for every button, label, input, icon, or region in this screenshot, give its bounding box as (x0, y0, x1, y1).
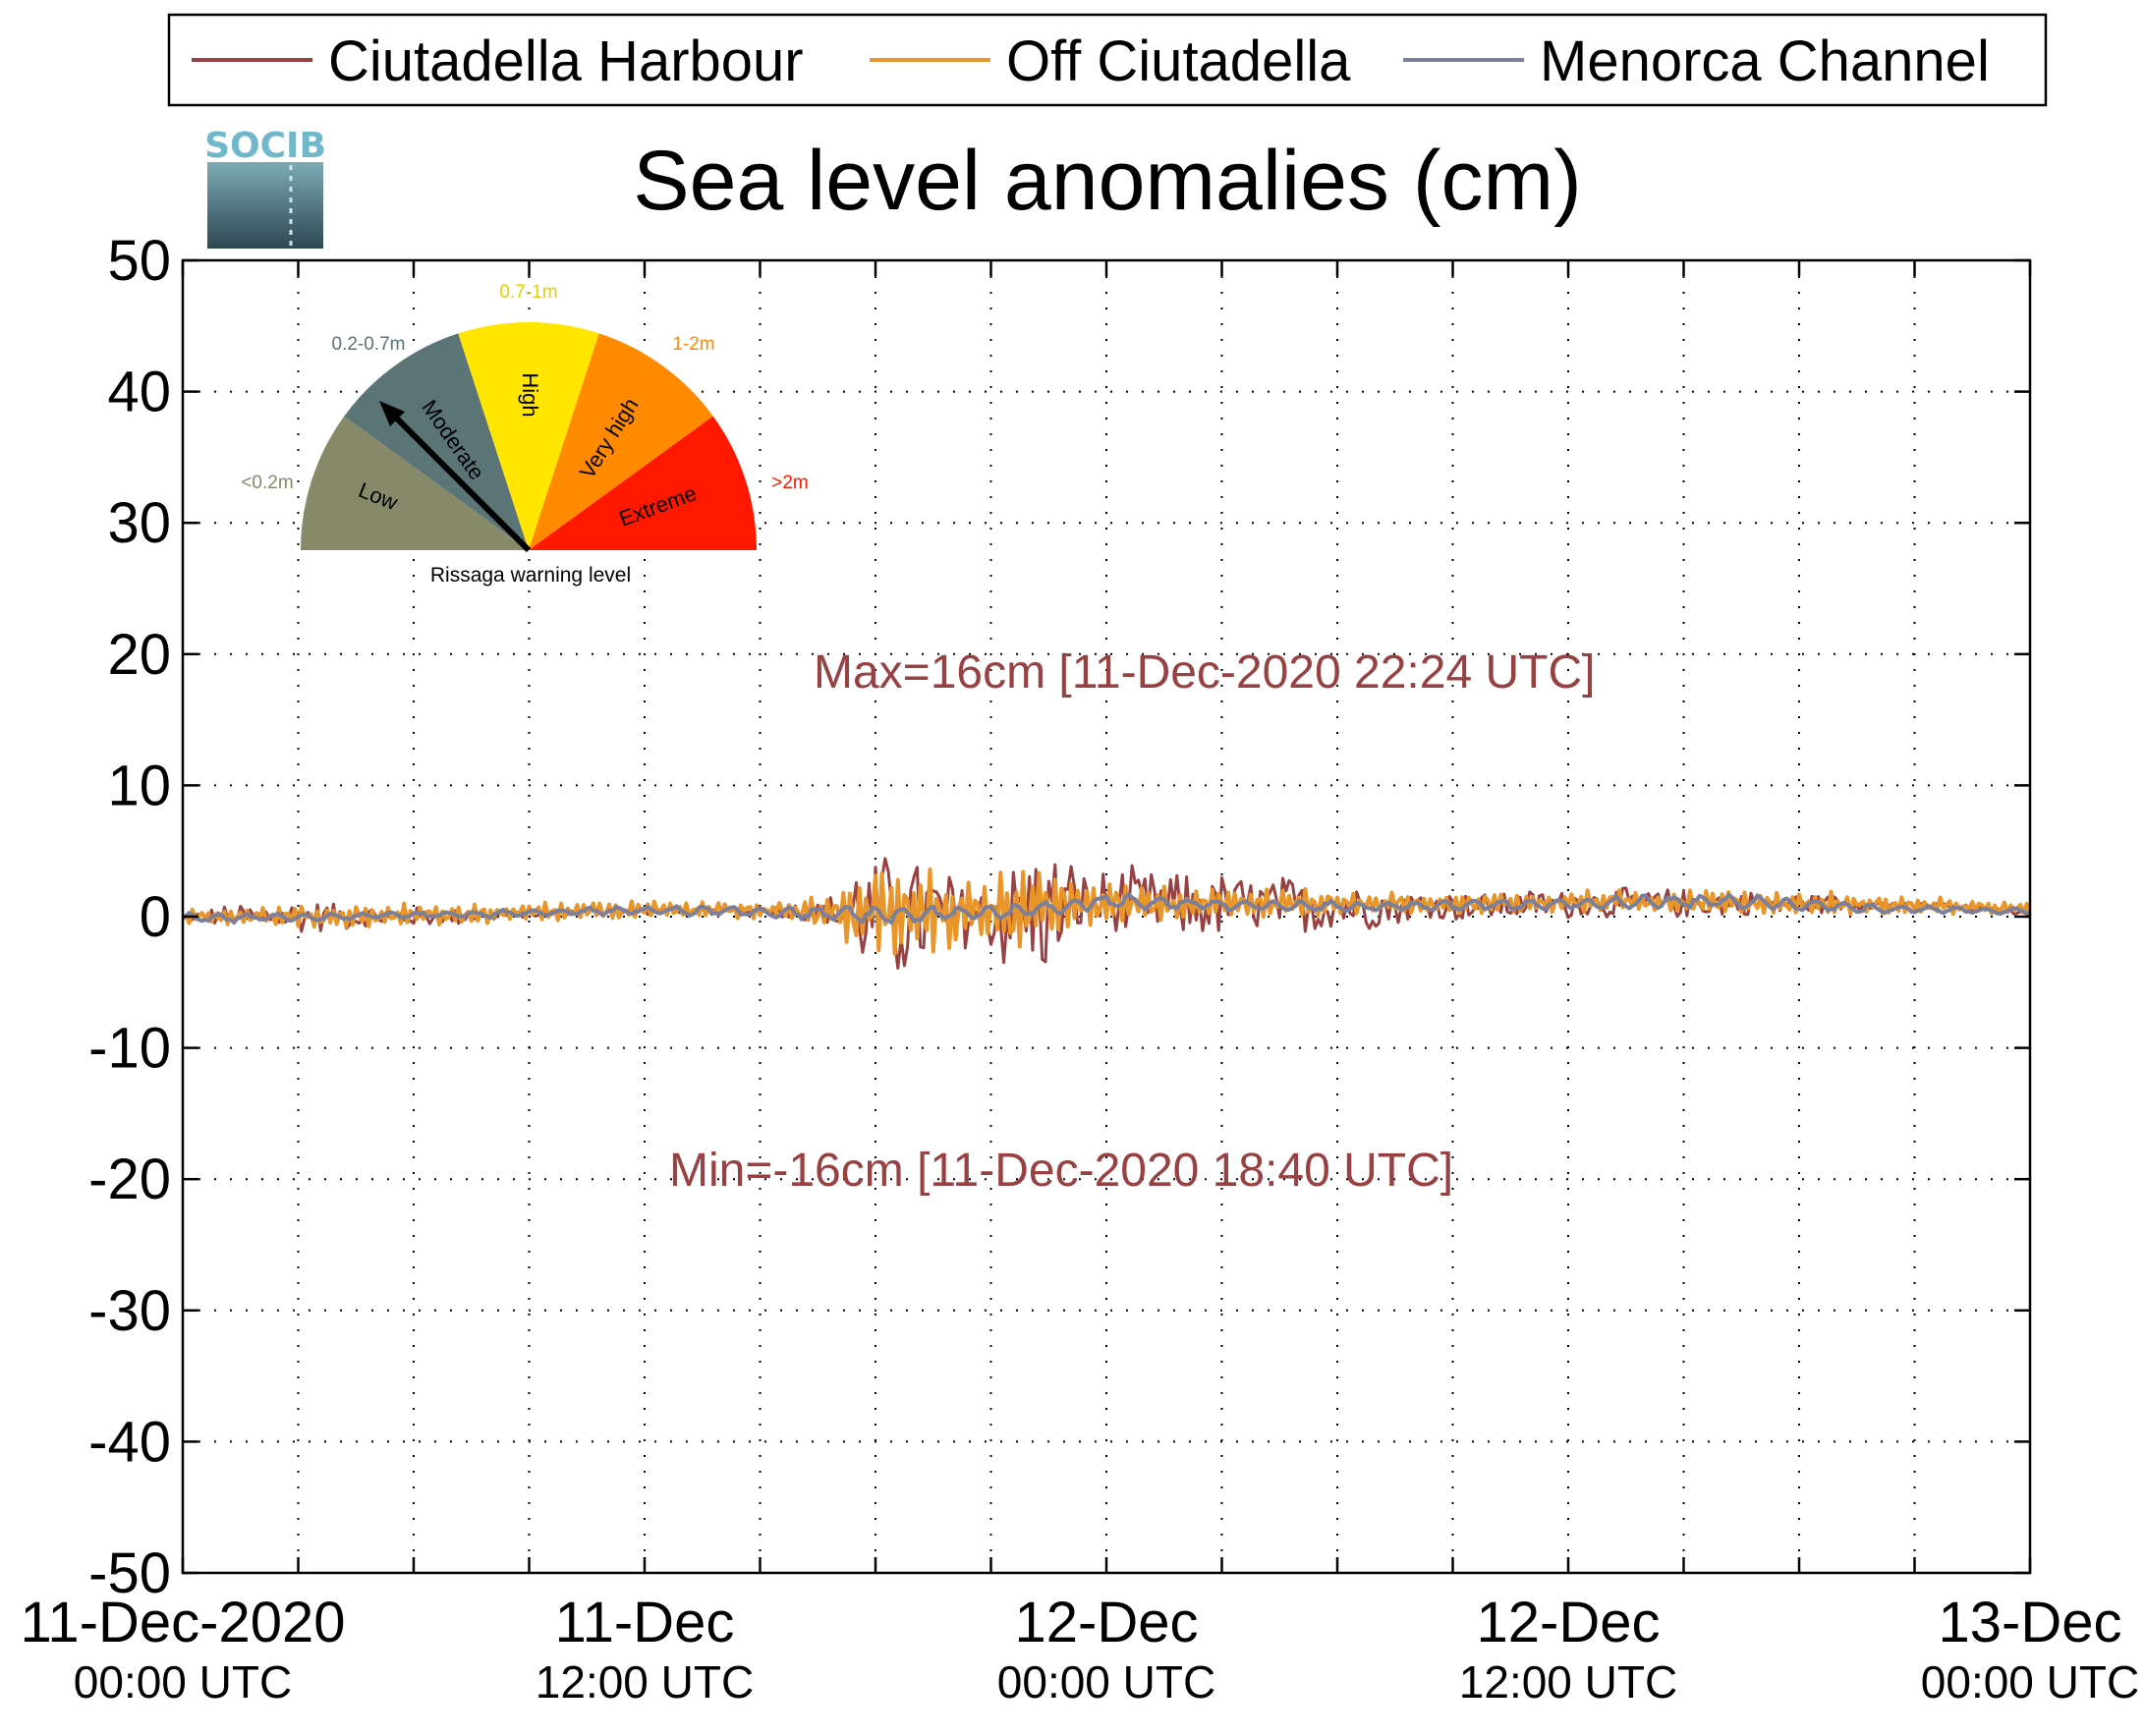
gauge-label-high: High (518, 372, 542, 417)
x-tick-label-date: 12-Dec (1477, 1591, 1661, 1654)
legend-label-ciutadella-harbour: Ciutadella Harbour (328, 29, 804, 93)
y-tick-label: 30 (107, 491, 171, 555)
y-tick-label: 10 (107, 754, 171, 817)
x-tick-label-date: 11-Dec-2020 (20, 1591, 345, 1654)
gauge-caption: Rissaga warning level (430, 564, 631, 587)
legend-entry-off-ciutadella: Off Ciutadella (870, 29, 1351, 93)
x-tick-label-date: 13-Dec (1939, 1591, 2122, 1654)
gauge-pointer (386, 408, 532, 553)
gauge-range-low: <0.2m (241, 473, 293, 493)
x-tick-label-time: 12:00 UTC (536, 1656, 754, 1708)
y-tick-label: 0 (140, 885, 171, 949)
legend-entry-menorca-channel: Menorca Channel (1403, 29, 1990, 93)
x-tick-label-date: 12-Dec (1015, 1591, 1199, 1654)
gauge-pointer-head (379, 401, 405, 426)
y-tick-label: -50 (88, 1541, 171, 1605)
legend-label-menorca-channel: Menorca Channel (1540, 29, 1990, 93)
y-tick-label: -40 (88, 1410, 171, 1474)
y-tick-label: 40 (107, 361, 171, 424)
gauge-sector-high (458, 322, 599, 550)
series-layer (183, 857, 2030, 970)
y-tick-label: 20 (107, 623, 171, 687)
gauge-range-very-high: 1-2m (672, 334, 714, 355)
y-tick-label: 50 (107, 229, 171, 293)
socib-logo: SOCIB (204, 126, 326, 249)
y-axis: 50 40 30 20 10 0 -10 -20 -30 -40 -50 (88, 229, 2030, 1605)
gauge-sectors (301, 322, 757, 550)
series-line-menorca-channel (183, 892, 2030, 925)
gauge-range-high: 0.7-1m (499, 282, 557, 303)
max-annotation: Max=16cm [11-Dec-2020 22:24 UTC] (814, 646, 1595, 699)
legend-label-off-ciutadella: Off Ciutadella (1006, 29, 1351, 93)
x-tick-label-date: 11-Dec (555, 1591, 735, 1654)
y-tick-label: -30 (88, 1279, 171, 1343)
gauge-sector-low (301, 416, 529, 550)
chart-title: Sea level anomalies (cm) (633, 134, 1581, 228)
rissaga-warning-gauge: Low Moderate High Very high Extreme <0.2… (241, 282, 808, 587)
min-annotation: Min=-16cm [11-Dec-2020 18:40 UTC] (669, 1145, 1453, 1197)
x-tick-label-time: 00:00 UTC (74, 1656, 292, 1708)
series-line-off-ciutadella (183, 867, 2030, 956)
y-tick-label: -20 (88, 1148, 171, 1211)
gauge-sector-extreme (529, 416, 757, 550)
logo-text: SOCIB (204, 126, 326, 166)
x-tick-label-time: 12:00 UTC (1459, 1656, 1677, 1708)
legend-entry-ciutadella-harbour: Ciutadella Harbour (192, 29, 804, 93)
gauge-sector-very-high (529, 333, 713, 550)
x-tick-label-time: 00:00 UTC (1921, 1656, 2139, 1708)
x-tick-label-time: 00:00 UTC (997, 1656, 1215, 1708)
legend: Ciutadella Harbour Off Ciutadella Menorc… (167, 13, 2048, 107)
y-tick-label: -10 (88, 1017, 171, 1081)
gauge-range-moderate: 0.2-0.7m (332, 334, 406, 355)
gauge-sector-moderate (344, 333, 529, 550)
gauge-range-extreme: >2m (771, 473, 809, 493)
legend-box (167, 13, 2048, 107)
logo-badge (207, 162, 323, 249)
